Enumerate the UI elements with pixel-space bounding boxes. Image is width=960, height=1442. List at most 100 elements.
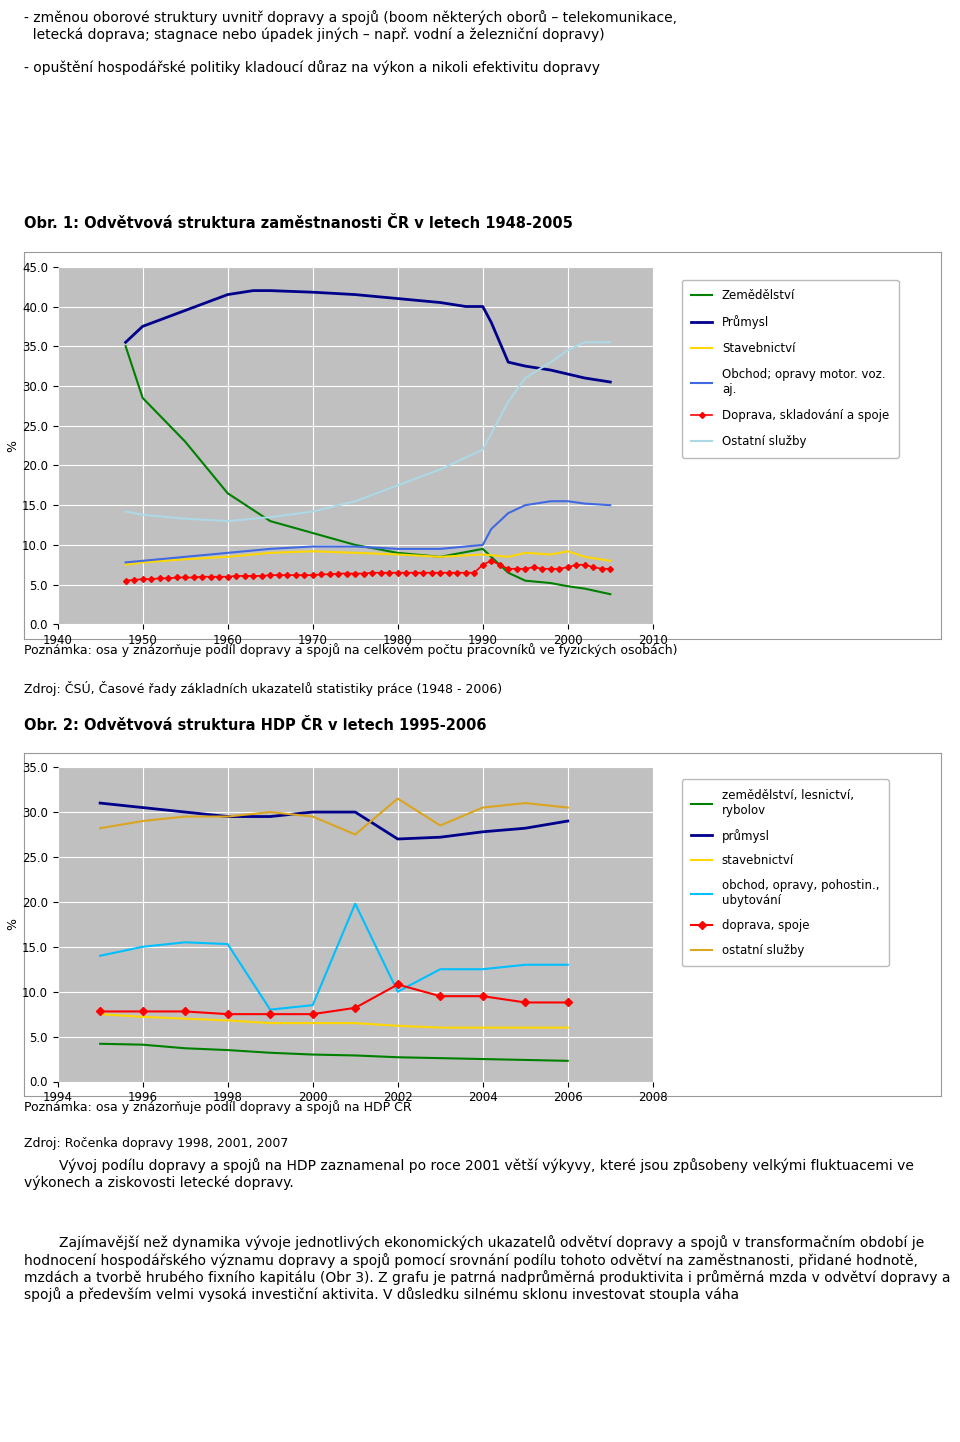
zemědělství, lesnictví,
rybolov: [307, 1045, 319, 1063]
obchod, opravy, pohostin.,
ubytování: [477, 960, 489, 978]
Ostatní služby: [519, 369, 531, 386]
Obchod; opravy motor. voz.
aj.: [349, 538, 361, 555]
Text: Zdroj: ČSÚ, Časové řady základních ukazatelů statistiky práce (1948 - 2006): Zdroj: ČSÚ, Časové řady základních ukaza…: [24, 681, 502, 695]
Zemědělství: [307, 525, 319, 542]
Průmysl: [264, 283, 276, 300]
stavebnictví: [180, 1009, 191, 1027]
doprava, spoje: [94, 1002, 106, 1019]
obchod, opravy, pohostin.,
ubytování: [264, 1001, 276, 1018]
ostatní služby: [264, 803, 276, 820]
průmysl: [435, 829, 446, 846]
obchod, opravy, pohostin.,
ubytování: [519, 956, 531, 973]
průmysl: [392, 831, 403, 848]
obchod, opravy, pohostin.,
ubytování: [222, 936, 233, 953]
Zemědělství: [120, 337, 132, 355]
Ostatní služby: [120, 503, 132, 521]
Ostatní služby: [349, 493, 361, 510]
zemědělství, lesnictví,
rybolov: [435, 1050, 446, 1067]
průmysl: [137, 799, 149, 816]
Obchod; opravy motor. voz.
aj.: [222, 544, 233, 561]
ostatní služby: [519, 795, 531, 812]
ostatní služby: [477, 799, 489, 816]
průmysl: [562, 812, 573, 829]
Obchod; opravy motor. voz.
aj.: [392, 541, 403, 558]
Zemědělství: [349, 536, 361, 554]
Zemědělství: [392, 544, 403, 561]
Y-axis label: %: %: [6, 440, 19, 451]
Průmysl: [460, 298, 471, 316]
Line: zemědělství, lesnictví,
rybolov: zemědělství, lesnictví, rybolov: [100, 1044, 567, 1061]
Obchod; opravy motor. voz.
aj.: [435, 541, 446, 558]
Line: doprava, spoje: doprava, spoje: [97, 982, 570, 1017]
doprava, spoje: [222, 1005, 233, 1022]
Ostatní služby: [545, 353, 557, 371]
ostatní služby: [222, 808, 233, 825]
doprava, spoje: [264, 1005, 276, 1022]
Průmysl: [435, 294, 446, 311]
zemědělství, lesnictví,
rybolov: [392, 1048, 403, 1066]
Ostatní služby: [307, 503, 319, 521]
průmysl: [519, 819, 531, 836]
doprava, spoje: [349, 999, 361, 1017]
doprava, spoje: [392, 976, 403, 994]
Průmysl: [349, 286, 361, 303]
Zemědělství: [519, 572, 531, 590]
Line: průmysl: průmysl: [100, 803, 567, 839]
Zemědělství: [435, 548, 446, 565]
zemědělství, lesnictví,
rybolov: [562, 1053, 573, 1070]
Ostatní služby: [222, 512, 233, 529]
doprava, spoje: [435, 988, 446, 1005]
zemědělství, lesnictví,
rybolov: [264, 1044, 276, 1061]
Stavebnictví: [502, 548, 514, 565]
Doprava, skladování a spoje: [477, 557, 489, 574]
Text: Obr. 1: Odvětvová struktura zaměstnanosti ČR v letech 1948-2005: Obr. 1: Odvětvová struktura zaměstnanost…: [24, 216, 573, 231]
Stavebnictví: [605, 552, 616, 570]
Ostatní služby: [562, 342, 573, 359]
Obchod; opravy motor. voz.
aj.: [137, 552, 149, 570]
Průmysl: [502, 353, 514, 371]
Doprava, skladování a spoje: [239, 567, 251, 584]
Obchod; opravy motor. voz.
aj.: [545, 493, 557, 510]
Y-axis label: %: %: [6, 919, 19, 930]
Stavebnictví: [264, 544, 276, 561]
Legend: zemědělství, lesnictví,
rybolov, průmysl, stavebnictví, obchod, opravy, pohostin: zemědělství, lesnictví, rybolov, průmysl…: [682, 779, 889, 966]
stavebnictví: [477, 1019, 489, 1037]
průmysl: [307, 803, 319, 820]
ostatní služby: [307, 808, 319, 825]
Stavebnictví: [579, 548, 590, 565]
stavebnictví: [562, 1019, 573, 1037]
ostatní služby: [180, 808, 191, 825]
Text: Poznámka: osa y znázorňuje podíl dopravy a spojů na HDP ČR: Poznámka: osa y znázorňuje podíl dopravy…: [24, 1099, 412, 1113]
ostatní služby: [349, 826, 361, 844]
Text: Zajímavější než dynamika vývoje jednotlivých ekonomických ukazatelů odvětví dopr: Zajímavější než dynamika vývoje jednotli…: [24, 1236, 950, 1302]
Obchod; opravy motor. voz.
aj.: [502, 505, 514, 522]
Line: ostatní služby: ostatní služby: [100, 799, 567, 835]
Obchod; opravy motor. voz.
aj.: [307, 538, 319, 555]
Ostatní služby: [579, 333, 590, 350]
Stavebnictví: [545, 547, 557, 564]
Průmysl: [519, 358, 531, 375]
obchod, opravy, pohostin.,
ubytování: [180, 933, 191, 950]
Obchod; opravy motor. voz.
aj.: [562, 493, 573, 510]
obchod, opravy, pohostin.,
ubytování: [307, 996, 319, 1014]
ostatní služby: [137, 812, 149, 829]
Stavebnictví: [349, 544, 361, 561]
zemědělství, lesnictví,
rybolov: [519, 1051, 531, 1069]
zemědělství, lesnictví,
rybolov: [180, 1040, 191, 1057]
Stavebnictví: [477, 547, 489, 564]
Stavebnictví: [137, 554, 149, 571]
obchod, opravy, pohostin.,
ubytování: [349, 895, 361, 913]
Obchod; opravy motor. voz.
aj.: [477, 536, 489, 554]
Zemědělství: [137, 389, 149, 407]
stavebnictví: [519, 1019, 531, 1037]
Průmysl: [137, 317, 149, 335]
Průmysl: [180, 301, 191, 319]
průmysl: [264, 808, 276, 825]
Stavebnictví: [519, 544, 531, 561]
Stavebnictví: [222, 548, 233, 565]
Obchod; opravy motor. voz.
aj.: [605, 496, 616, 513]
Stavebnictví: [435, 548, 446, 565]
Zemědělství: [502, 564, 514, 581]
Průmysl: [545, 362, 557, 379]
Zemědělství: [545, 574, 557, 591]
